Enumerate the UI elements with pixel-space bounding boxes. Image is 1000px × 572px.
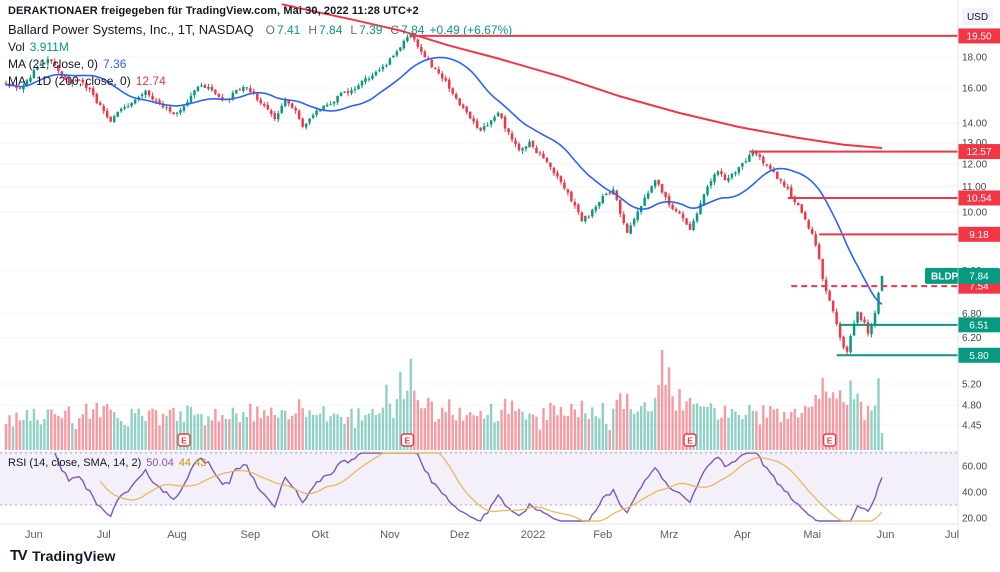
ma21-value: 7.36 (103, 57, 127, 71)
svg-text:10.00: 10.00 (962, 207, 987, 218)
svg-text:4.45: 4.45 (962, 421, 982, 432)
svg-text:40.00: 40.00 (962, 488, 987, 499)
svg-text:6.80: 6.80 (962, 309, 982, 320)
svg-text:18.00: 18.00 (962, 53, 987, 64)
rsi-ma-line (99, 452, 883, 522)
pane-separators (0, 451, 1000, 525)
ma21-line (5, 56, 883, 306)
svg-text:7.54: 7.54 (969, 282, 989, 293)
volume-value: 3.911M (29, 40, 69, 54)
rsi-label: RSI (14, close, SMA, 14, 2) (8, 457, 142, 469)
svg-text:12.00: 12.00 (962, 159, 987, 170)
ma-lines (5, 3, 883, 306)
svg-text:20.00: 20.00 (962, 514, 987, 525)
low-value: 7.39 (359, 23, 383, 37)
price-level-label (958, 190, 1000, 206)
svg-text:Dez: Dez (450, 529, 470, 541)
svg-text:Jun: Jun (25, 529, 43, 541)
earnings-icon[interactable] (177, 433, 191, 447)
svg-text:E: E (405, 436, 411, 446)
svg-text:19.50: 19.50 (966, 31, 991, 42)
price-level-label (958, 347, 1000, 363)
last-price-label: BLDP 7.84 (925, 267, 1000, 284)
ma200-line (281, 3, 883, 149)
svg-text:Mai: Mai (803, 529, 821, 541)
close-value: 7.84 (401, 23, 425, 37)
svg-text:6.51: 6.51 (969, 320, 989, 331)
svg-text:6.20: 6.20 (962, 333, 982, 344)
svg-text:12.57: 12.57 (966, 147, 991, 158)
symbol-title: Ballard Power Systems, Inc., 1T, NASDAQ (8, 22, 254, 37)
svg-text:E: E (827, 436, 833, 446)
svg-text:Apr: Apr (734, 529, 751, 541)
symbol-legend-row[interactable]: Ballard Power Systems, Inc., 1T, NASDAQ … (8, 22, 512, 38)
svg-text:Sep: Sep (241, 529, 261, 541)
svg-text:Jul: Jul (945, 529, 959, 541)
svg-text:9.18: 9.18 (969, 230, 989, 241)
ma200-legend-row[interactable]: MA · 1D (200, close, 0) 12.74 (8, 74, 512, 89)
time-axis[interactable]: Jun Jul Aug Sep Okt Nov Dez 2022 Feb Mrz Apr Mai Jun… (25, 529, 959, 541)
tradingview-logo-text: TradingView (32, 547, 116, 564)
ma21-legend-row[interactable]: MA (21, close, 0) 7.36 (8, 57, 512, 72)
svg-text:11.00: 11.00 (962, 182, 987, 193)
rsi-pane[interactable] (0, 452, 958, 522)
svg-text:10.54: 10.54 (966, 193, 991, 204)
price-level-label (958, 144, 1000, 160)
currency-button[interactable] (962, 8, 993, 25)
svg-text:5.80: 5.80 (969, 351, 989, 362)
svg-text:14.00: 14.00 (962, 119, 987, 130)
volume-bars (4, 350, 884, 450)
watermark-text: DERAKTIONAER freigegeben für TradingView… (8, 5, 419, 17)
svg-text:Nov: Nov (380, 529, 400, 541)
svg-text:5.20: 5.20 (962, 380, 982, 391)
svg-text:E: E (181, 436, 187, 446)
rsi-legend-row[interactable]: RSI (14, close, SMA, 14, 2) 50.04 44.43 (8, 456, 206, 471)
svg-text:BLDP: BLDP (931, 271, 959, 282)
svg-text:USD: USD (967, 12, 988, 23)
svg-text:E: E (687, 436, 693, 446)
svg-text:Okt: Okt (312, 529, 329, 541)
open-value: 7.41 (276, 23, 301, 37)
rsi-line (54, 452, 883, 522)
price-level-label (958, 28, 1000, 44)
grid-lines (0, 56, 958, 426)
earnings-icon[interactable] (683, 433, 697, 447)
svg-text:2022: 2022 (521, 529, 545, 541)
svg-text:16.00: 16.00 (962, 84, 987, 95)
chart-legend: Ballard Power Systems, Inc., 1T, NASDAQ … (8, 22, 512, 91)
ma200-label: MA · 1D (200, close, 0) (8, 74, 131, 88)
price-level-label (958, 226, 1000, 242)
ma21-label: MA (21, close, 0) (8, 57, 99, 71)
svg-text:13.00: 13.00 (962, 138, 987, 149)
svg-text:Feb: Feb (593, 529, 612, 541)
change-value: +0.49 (+6.67%) (429, 23, 513, 37)
tradingview-logo[interactable]: TV TradingView (10, 547, 115, 564)
rsi-ma-value: 44.43 (178, 457, 207, 469)
volume-legend-row[interactable]: Vol 3.911M (8, 40, 512, 55)
svg-text:Aug: Aug (167, 529, 187, 541)
low-label: L (350, 23, 358, 37)
rsi-value: 50.04 (146, 457, 174, 469)
ma200-value: 12.74 (135, 74, 166, 88)
open-label: O (265, 23, 275, 37)
earnings-icon[interactable] (400, 433, 415, 447)
price-level-labels[interactable]: 19.50 12.57 10.54 9.18 7.54 6.51 5.80 (958, 28, 1000, 363)
svg-text:Mrz: Mrz (660, 529, 678, 541)
svg-text:7.84: 7.84 (969, 271, 989, 282)
high-value: 7.84 (319, 23, 343, 37)
svg-text:Jun: Jun (877, 529, 895, 541)
tradingview-logo-icon: TV (10, 547, 28, 564)
price-level-label (958, 317, 1000, 333)
price-levels (410, 34, 958, 357)
volume-label: Vol (8, 40, 25, 54)
svg-text:Jul: Jul (97, 529, 111, 541)
close-label: C (390, 23, 400, 37)
high-label: H (308, 23, 318, 37)
svg-text:4.80: 4.80 (962, 401, 982, 412)
earnings-icon[interactable] (822, 433, 837, 447)
svg-text:60.00: 60.00 (962, 462, 987, 473)
